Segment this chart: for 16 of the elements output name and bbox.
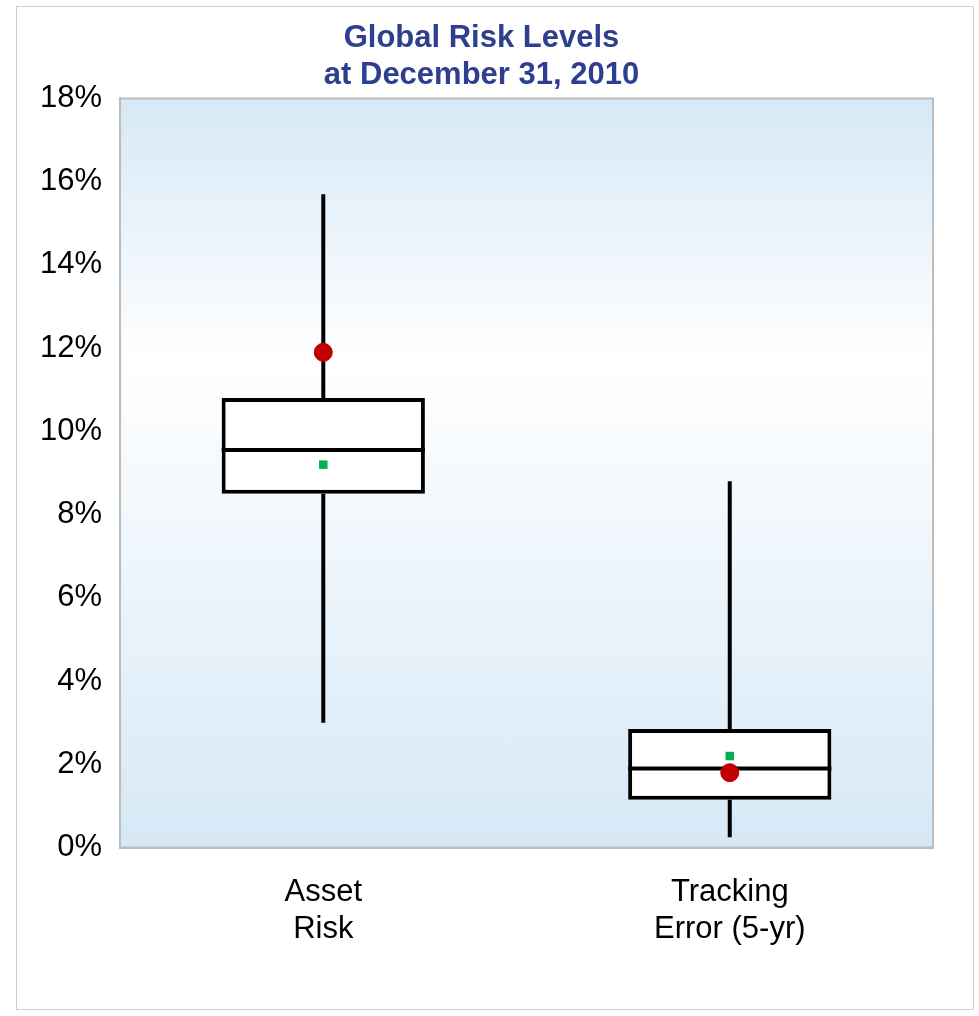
y-tick-label: 14% xyxy=(40,245,103,281)
y-tick-label: 10% xyxy=(40,411,103,447)
x-tick-label: Tracking Error (5-yr) xyxy=(653,872,806,945)
y-tick-label: 4% xyxy=(57,661,103,697)
y-tick-label: 6% xyxy=(57,578,103,614)
x-tick-label: Asset Risk xyxy=(284,872,363,945)
y-tick-label: 16% xyxy=(40,162,103,198)
y-tick-label: 0% xyxy=(57,828,103,864)
y-tick-label: 8% xyxy=(57,495,103,531)
y-tick-label: 12% xyxy=(40,328,103,364)
point xyxy=(720,763,740,783)
chart-title: Global Risk Levels at December 31, 2010 xyxy=(323,19,640,92)
y-tick-label: 18% xyxy=(40,78,103,114)
point xyxy=(313,342,333,362)
y-tick-label: 2% xyxy=(57,744,103,780)
point xyxy=(319,460,328,469)
